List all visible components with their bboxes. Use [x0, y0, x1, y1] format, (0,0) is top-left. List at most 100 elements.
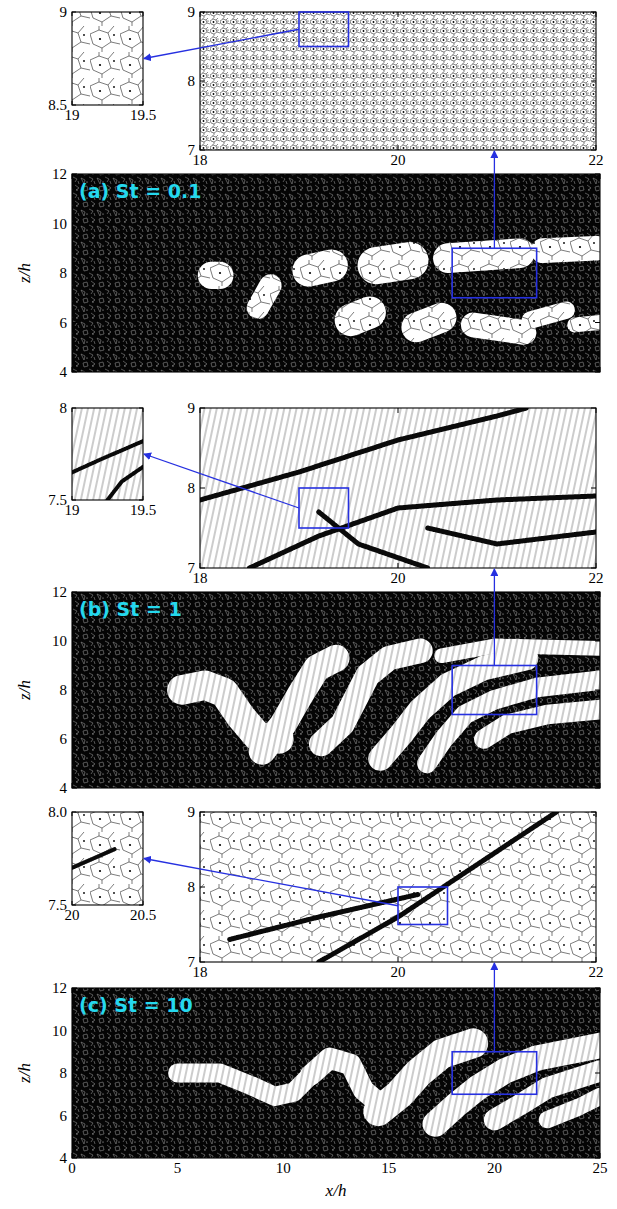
- y-tick-label: 8: [188, 480, 196, 496]
- y-tick: [72, 988, 600, 989]
- inset-field: [200, 408, 596, 568]
- x-tick-label: 19.5: [130, 107, 156, 123]
- frame: [72, 174, 600, 372]
- y-tick-label: 8.0: [48, 804, 67, 820]
- y-tick: [72, 1030, 600, 1031]
- x-tick: [72, 812, 73, 905]
- zoom-arrow: [144, 859, 398, 906]
- zoom-arrow: [494, 151, 495, 248]
- void-region: [494, 1071, 600, 1120]
- y-tick-label: 8: [60, 682, 68, 698]
- voids: [182, 646, 600, 764]
- y-tick: [72, 690, 600, 691]
- x-tick-label: 20: [391, 570, 406, 586]
- particle-filament: [319, 512, 428, 568]
- x-tick: [283, 592, 284, 788]
- frame: [72, 812, 143, 905]
- frame: [200, 812, 596, 962]
- x-tick: [143, 12, 144, 105]
- y-tick-label: 10: [52, 1023, 67, 1039]
- panel-title: (c) St = 10: [79, 994, 193, 1016]
- frame: [72, 12, 143, 105]
- inset-field: [200, 12, 596, 150]
- void-region: [416, 318, 441, 328]
- y-tick: [200, 81, 596, 82]
- y-tick: [200, 488, 596, 489]
- y-tick-label: 8: [60, 265, 68, 281]
- y-tick-label: 6: [60, 731, 68, 747]
- x-tick-label: 20.5: [130, 907, 156, 923]
- particle-filament: [230, 895, 418, 940]
- zoom-arrow: [494, 963, 495, 1052]
- x-tick: [283, 988, 284, 1158]
- void-region: [376, 261, 410, 266]
- x-tick-label: 22: [589, 964, 604, 980]
- x-axis-title: x/h: [325, 1181, 347, 1200]
- frame: [200, 12, 596, 150]
- zoom-arrow: [144, 29, 299, 58]
- panel-title: (b) St = 1: [79, 598, 182, 620]
- y-tick: [72, 788, 600, 789]
- x-tick-label: 20: [487, 1160, 502, 1176]
- x-tick: [398, 408, 399, 568]
- y-tick-label: 8: [60, 1065, 68, 1081]
- y-tick-label: 7: [188, 142, 196, 158]
- particle-filament: [200, 408, 527, 500]
- x-tick: [177, 592, 178, 788]
- particle-filament: [108, 467, 144, 500]
- y-tick: [72, 641, 600, 642]
- void-region: [442, 646, 600, 656]
- void-region: [435, 1045, 600, 1124]
- filaments: [200, 408, 596, 568]
- inset-field: [72, 408, 143, 500]
- void-region: [258, 285, 271, 307]
- y-tick-label: 7.5: [48, 897, 67, 913]
- y-tick-label: 8: [188, 73, 196, 89]
- y-tick-label: 6: [60, 315, 68, 331]
- panel: 4681012(b) St = 1z/h1820227891919.57.58: [15, 400, 604, 796]
- y-tick: [200, 568, 596, 569]
- y-tick: [200, 812, 596, 813]
- y-tick: [72, 223, 600, 224]
- y-axis-title: z/h: [15, 263, 34, 284]
- x-tick: [388, 592, 389, 788]
- void-region: [543, 248, 596, 250]
- y-tick-label: 8: [60, 400, 68, 416]
- voids: [211, 248, 600, 332]
- y-tick-label: 4: [60, 1150, 68, 1166]
- inset-field: [200, 812, 596, 962]
- zoom-arrow: [144, 454, 299, 508]
- y-tick: [72, 174, 600, 175]
- particle-field: [72, 174, 600, 372]
- filaments: [230, 812, 557, 962]
- x-tick-label: 22: [589, 570, 604, 586]
- x-tick-label: 19.5: [130, 502, 156, 518]
- inset-field: [72, 812, 143, 905]
- y-tick-label: 9: [188, 400, 196, 416]
- y-tick: [200, 962, 596, 963]
- figure: 4681012(a) St = 0.1z/h1820227891919.58.5…: [0, 0, 617, 1209]
- y-tick: [72, 322, 600, 323]
- particle-filament: [72, 441, 143, 472]
- x-tick-label: 22: [589, 152, 604, 168]
- void-region: [380, 658, 526, 758]
- y-tick: [72, 500, 143, 501]
- x-tick-label: 20: [391, 964, 406, 980]
- y-tick-label: 4: [60, 780, 68, 796]
- void-region: [351, 313, 370, 320]
- y-tick-label: 8.5: [48, 97, 67, 113]
- y-tick-label: 7: [188, 560, 196, 576]
- y-tick: [72, 592, 600, 593]
- panel: 4681012(a) St = 0.1z/h1820227891919.58.5…: [15, 4, 604, 380]
- x-tick: [143, 812, 144, 905]
- void-region: [211, 262, 219, 289]
- x-tick-label: 5: [174, 1160, 182, 1176]
- inset-field: [72, 12, 143, 105]
- y-tick-label: 12: [52, 584, 67, 600]
- y-tick: [72, 1158, 600, 1159]
- y-tick: [200, 408, 596, 409]
- void-region: [547, 1096, 600, 1119]
- y-tick: [200, 150, 596, 151]
- y-tick: [72, 372, 600, 373]
- y-tick: [72, 905, 143, 906]
